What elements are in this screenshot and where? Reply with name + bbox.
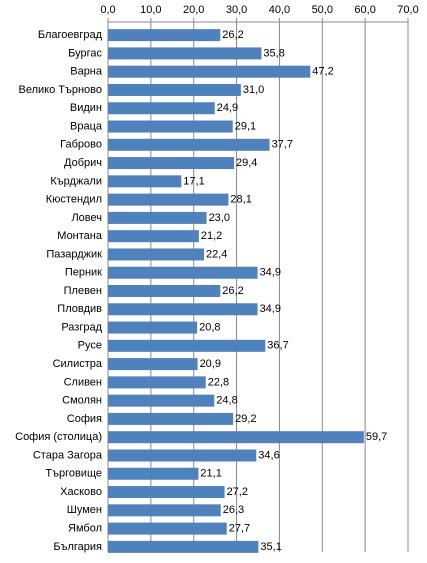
- data-label: 47,2: [312, 66, 333, 78]
- bar: [108, 175, 182, 188]
- data-label: 22,4: [206, 248, 227, 260]
- y-tick-label: Пловдив: [57, 303, 102, 315]
- data-label: 29,2: [235, 413, 256, 425]
- y-tick-label: София (столица): [15, 431, 102, 443]
- data-label: 35,1: [260, 541, 281, 553]
- x-tick-label: 20,0: [183, 4, 204, 16]
- y-tick-label: Пазарджик: [46, 248, 102, 260]
- y-tick-label: София: [67, 413, 102, 425]
- y-tick-label: Бургас: [68, 47, 102, 59]
- data-label: 34,9: [260, 303, 281, 315]
- data-label: 24,8: [216, 395, 237, 407]
- y-tick-label: Кърджали: [50, 175, 102, 187]
- data-label: 26,3: [223, 504, 244, 516]
- x-tick-label: 70,0: [397, 4, 418, 16]
- bar: [108, 321, 198, 334]
- x-tick-label: 30,0: [226, 4, 247, 16]
- data-label: 27,7: [229, 522, 250, 534]
- y-tick-label: Русе: [78, 340, 102, 352]
- y-tick-label: Сливен: [64, 376, 102, 388]
- y-tick-label: Перник: [65, 267, 102, 279]
- data-label: 22,8: [208, 376, 229, 388]
- y-tick-label: Шумен: [67, 504, 102, 516]
- y-tick-label: Силистра: [53, 358, 103, 370]
- y-tick-label: Плевен: [64, 285, 102, 297]
- y-tick-label: Видин: [70, 102, 102, 114]
- y-tick-label: Враца: [70, 120, 103, 132]
- bar: [108, 248, 204, 261]
- y-tick-label: Кюстендил: [46, 194, 102, 206]
- y-tick-label: Добрич: [64, 157, 102, 169]
- bar: [108, 266, 258, 279]
- data-label: 37,7: [272, 139, 293, 151]
- bar: [108, 504, 221, 517]
- bar: [108, 83, 241, 96]
- bar: [108, 394, 215, 407]
- bar: [108, 431, 364, 444]
- y-tick-label: Стара Загора: [33, 449, 103, 461]
- bar: [108, 138, 270, 151]
- bar: [108, 358, 198, 371]
- x-tick-label: 0,0: [100, 4, 115, 16]
- data-label: 24,9: [217, 102, 238, 114]
- bar: [108, 412, 234, 425]
- bar: [108, 47, 262, 60]
- bar: [108, 449, 257, 462]
- bar: [108, 522, 227, 535]
- y-tick-label: Велико Търново: [18, 84, 102, 96]
- y-tick-label: Търговище: [45, 468, 102, 480]
- data-label: 26,2: [222, 29, 243, 41]
- bar: [108, 29, 221, 42]
- y-tick-label: Ямбол: [68, 522, 102, 534]
- data-label: 23,0: [209, 212, 230, 224]
- data-label: 34,9: [260, 267, 281, 279]
- bar: [108, 230, 199, 243]
- data-label: 35,8: [263, 47, 284, 59]
- x-tick-label: 60,0: [354, 4, 375, 16]
- data-label: 29,1: [235, 120, 256, 132]
- x-tick-label: 10,0: [140, 4, 161, 16]
- data-label: 28,1: [230, 194, 251, 206]
- bar: [108, 467, 199, 480]
- y-tick-label: Разград: [61, 321, 102, 333]
- data-label: 17,1: [183, 175, 204, 187]
- bar: [108, 540, 259, 553]
- y-tick-label: Хасково: [60, 486, 102, 498]
- x-tick-label: 50,0: [312, 4, 333, 16]
- bar: [108, 120, 233, 133]
- data-label: 29,4: [236, 157, 257, 169]
- bar: [108, 303, 258, 316]
- bar: [108, 486, 225, 499]
- bar: [108, 211, 207, 224]
- y-tick-label: Смолян: [62, 395, 102, 407]
- y-tick-label: Варна: [70, 66, 103, 78]
- y-tick-label: Габрово: [60, 139, 102, 151]
- x-tick-label: 40,0: [269, 4, 290, 16]
- bar: [108, 157, 234, 170]
- data-label: 20,8: [199, 321, 220, 333]
- data-label: 34,6: [258, 449, 279, 461]
- y-tick-label: България: [53, 541, 102, 553]
- data-label: 59,7: [366, 431, 387, 443]
- bar: [108, 339, 266, 352]
- bar: [108, 376, 206, 389]
- y-tick-label: Монтана: [57, 230, 103, 242]
- data-label: 27,2: [227, 486, 248, 498]
- y-tick-label: Ловеч: [71, 212, 102, 224]
- data-label: 31,0: [243, 84, 264, 96]
- data-label: 20,9: [200, 358, 221, 370]
- data-label: 21,2: [201, 230, 222, 242]
- data-label: 36,7: [267, 340, 288, 352]
- bar: [108, 285, 221, 297]
- bar: [108, 65, 311, 78]
- y-tick-label: Благоевград: [38, 29, 103, 41]
- data-label: 21,1: [200, 468, 221, 480]
- bar: [108, 102, 215, 115]
- data-label: 26,2: [222, 285, 243, 297]
- bar: [108, 193, 229, 206]
